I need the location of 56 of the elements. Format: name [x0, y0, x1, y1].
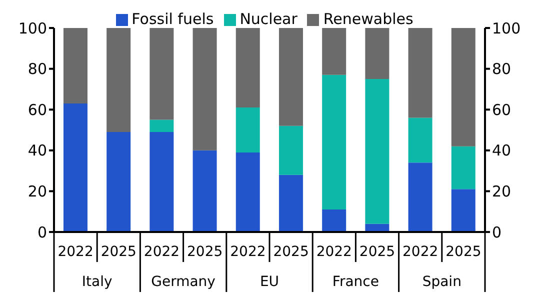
bar: [278, 126, 303, 175]
x-tick-label: 2025: [100, 244, 136, 260]
bar: [63, 28, 88, 104]
x-tick-label: 2022: [144, 244, 180, 260]
bar: [322, 210, 346, 232]
bar: [192, 150, 217, 232]
bar: [365, 79, 390, 224]
x-tick-label: 2025: [273, 244, 309, 260]
bar: [322, 28, 346, 75]
bar: [278, 174, 303, 232]
bar: [106, 28, 131, 132]
x-tick-label: 2022: [316, 244, 352, 260]
legend-label: Nuclear: [240, 10, 298, 28]
y-tick-label: 60: [28, 100, 47, 119]
bar: [451, 189, 476, 232]
bar: [236, 152, 260, 232]
text: EU: [260, 274, 280, 290]
x-tick-label: 2022: [230, 244, 266, 260]
bar: [451, 28, 476, 146]
y-tick-label: 40: [28, 142, 47, 160]
bar: [106, 132, 131, 232]
bar: [408, 118, 432, 163]
y-tick-label: 20: [28, 182, 47, 201]
bar: [150, 120, 174, 132]
bar: [236, 28, 260, 108]
legend-label: Fossil fuels: [132, 10, 214, 28]
y-tick-label: 100: [18, 19, 47, 38]
text: Spain: [422, 274, 462, 290]
bar: [322, 74, 346, 210]
bar: [408, 28, 432, 118]
bar: [365, 28, 390, 79]
bar: [451, 146, 476, 190]
bar: [150, 28, 174, 120]
x-tick-label: 2022: [402, 244, 438, 260]
x-tick-label: 2025: [359, 244, 396, 260]
y2-tick-label: 80: [492, 60, 512, 78]
y-tick-label: 0: [37, 223, 47, 242]
text: Italy: [82, 274, 112, 290]
bar: [278, 28, 303, 126]
bar: [236, 108, 260, 152]
x-tick-label: 2025: [187, 244, 223, 260]
bar: [63, 103, 88, 232]
bar: [150, 132, 174, 232]
x-tick-label: 2025: [446, 244, 482, 260]
y-tick-label: 80: [28, 60, 47, 78]
legend-label: Renewables: [323, 10, 414, 28]
x-tick-label: 2022: [58, 244, 94, 260]
y2-tick-label: 100: [492, 19, 521, 38]
y2-tick-label: 40: [492, 142, 512, 160]
text: Germany: [151, 274, 216, 290]
y2-tick-label: 20: [492, 182, 512, 201]
y2-tick-label: 0: [492, 223, 502, 242]
bar: [408, 162, 432, 232]
y2-tick-label: 60: [492, 100, 512, 119]
bar: [192, 28, 217, 150]
text: France: [332, 274, 379, 290]
